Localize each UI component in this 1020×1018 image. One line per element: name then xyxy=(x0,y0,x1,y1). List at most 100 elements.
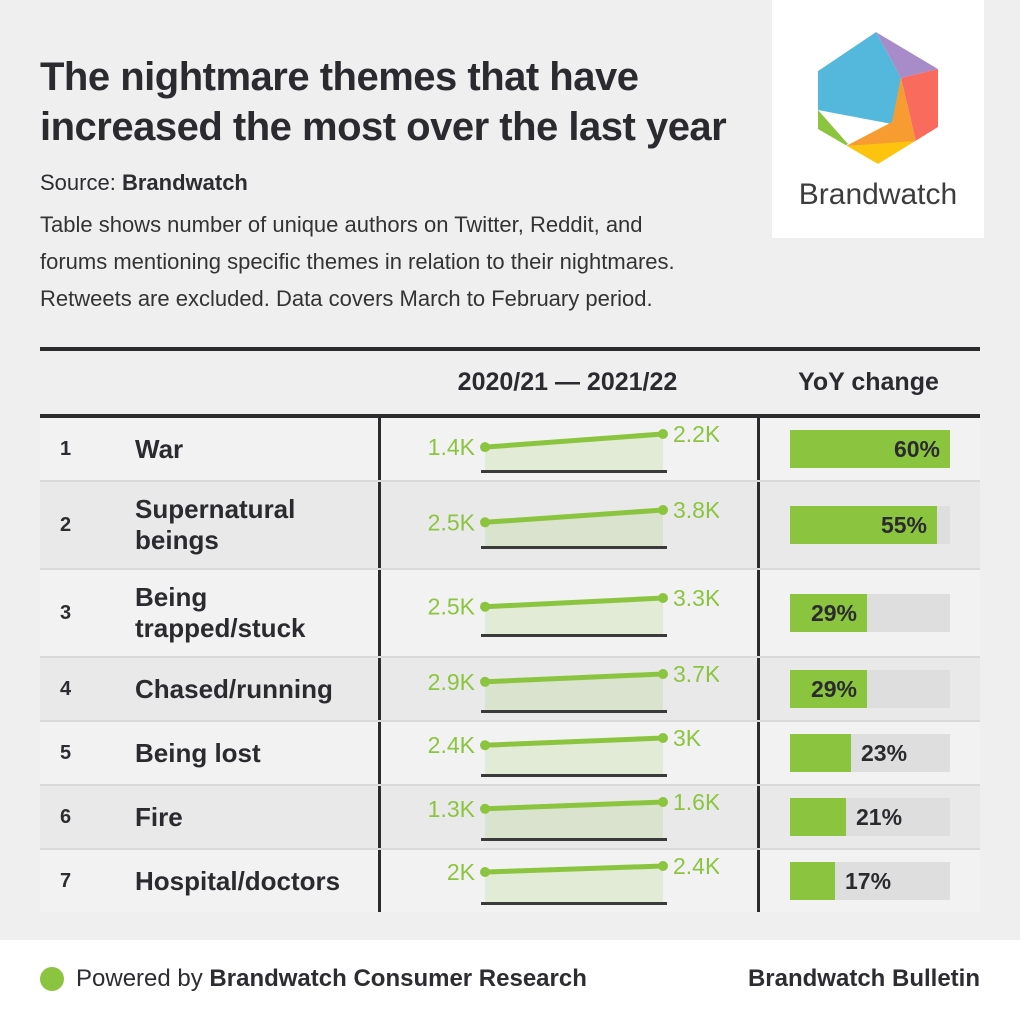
start-dot-icon xyxy=(480,740,490,751)
desc-line-2: forums mentioning specific themes in rel… xyxy=(40,249,675,274)
end-value-label: 3K xyxy=(673,725,702,751)
theme-name: Being lost xyxy=(135,737,261,768)
trend-sparkline: 1.4K 2.2K xyxy=(378,418,757,480)
sparkline-chart: 1.4K 2.2K xyxy=(428,421,719,473)
yoy-bar-track: 29% xyxy=(790,594,950,632)
end-dot-icon xyxy=(658,861,668,871)
trend-sparkline: 2.5K 3.3K xyxy=(378,570,757,656)
yoy-percentage-label: 23% xyxy=(861,740,908,766)
theme-name: Supernatural beings xyxy=(135,494,296,555)
powered-by-text: Powered by Brandwatch Consumer Research xyxy=(76,965,587,993)
sparkline-line xyxy=(484,431,664,450)
sparkline-area xyxy=(485,434,663,470)
period-column-header: 2020/21 — 2021/22 xyxy=(457,368,678,396)
table-row: 6 Fire 1.3K 1.6K 21% xyxy=(40,784,980,848)
sparkline-line xyxy=(484,507,664,525)
start-value-label: 2K xyxy=(447,859,476,885)
sparkline-line xyxy=(484,863,664,875)
table-top-rule xyxy=(40,347,980,351)
start-dot-icon xyxy=(480,867,490,877)
yoy-bar-track: 60% xyxy=(790,430,950,468)
table-row: 3 Being trapped/stuck 2.5K 3.3K 29% xyxy=(40,568,980,656)
sparkline-area xyxy=(485,802,663,838)
yoy-bar-fill xyxy=(790,430,950,468)
sparkline-chart: 2K 2.4K xyxy=(447,853,719,905)
sparkline-line xyxy=(484,595,664,610)
trend-sparkline: 1.3K 1.6K xyxy=(378,786,757,848)
end-value-label: 2.4K xyxy=(673,853,719,879)
title-line-1: The nightmare themes that have xyxy=(40,55,639,99)
sparkline-chart: 1.3K 1.6K xyxy=(428,789,719,841)
yoy-percentage-label: 29% xyxy=(810,600,857,626)
source-name: Brandwatch xyxy=(121,170,248,195)
theme-name: Chased/running xyxy=(135,673,333,704)
powered-by: Powered by Brandwatch Consumer Research xyxy=(40,965,587,993)
yoy-bar-fill xyxy=(790,670,867,708)
sparkline-area xyxy=(485,510,663,546)
end-value-label: 3.8K xyxy=(673,497,719,523)
sparkline-line xyxy=(484,799,664,812)
yoy-cell: 21% xyxy=(757,786,980,848)
start-value-label: 2.5K xyxy=(428,509,476,535)
table-header-rule xyxy=(40,414,980,418)
table-header-row: 2020/21 — 2021/22 YoY change xyxy=(40,351,980,414)
yoy-bar-fill xyxy=(790,798,846,836)
sparkline-line xyxy=(484,735,664,748)
description-text: Table shows number of unique authors on … xyxy=(40,206,1020,317)
table-body: 1 War 1.4K 2.2K 60% 2 Supernatural being… xyxy=(40,418,980,912)
yoy-cell: 23% xyxy=(757,722,980,784)
start-dot-icon xyxy=(480,442,490,453)
sparkline-area xyxy=(485,738,663,774)
start-value-label: 1.3K xyxy=(428,796,476,822)
page-title: The nightmare themes that have increased … xyxy=(40,52,1020,152)
powered-by-brand: Brandwatch Consumer Research xyxy=(209,965,587,992)
theme-name: War xyxy=(135,433,184,464)
yoy-bar-fill xyxy=(790,862,835,900)
trend-sparkline: 2.4K 3K xyxy=(378,722,757,784)
source-line: Source: Brandwatch xyxy=(40,170,1020,196)
header-section: The nightmare themes that have increased … xyxy=(0,0,1020,317)
yoy-cell: 29% xyxy=(757,570,980,656)
rank-number: 1 xyxy=(60,437,72,460)
theme-name: Fire xyxy=(135,801,183,832)
end-dot-icon xyxy=(658,429,668,439)
end-value-label: 3.7K xyxy=(673,661,719,687)
yoy-bar-track: 21% xyxy=(790,798,950,836)
end-dot-icon xyxy=(658,733,668,743)
yoy-column-header: YoY change xyxy=(798,368,939,396)
start-value-label: 2.9K xyxy=(428,669,476,695)
rank-number: 6 xyxy=(60,805,72,828)
trend-sparkline: 2.9K 3.7K xyxy=(378,658,757,720)
yoy-percentage-label: 29% xyxy=(810,676,857,702)
trend-sparkline: 2K 2.4K xyxy=(378,850,757,912)
desc-line-3: Retweets are excluded. Data covers March… xyxy=(40,286,653,311)
yoy-cell: 60% xyxy=(757,418,980,480)
yoy-percentage-label: 17% xyxy=(845,868,892,894)
yoy-bar-fill xyxy=(790,594,867,632)
theme-name: Hospital/doctors xyxy=(135,865,341,896)
footer-bar: Powered by Brandwatch Consumer Research … xyxy=(0,940,1020,1018)
source-prefix: Source: xyxy=(40,170,116,195)
start-dot-icon xyxy=(480,517,490,528)
trend-sparkline: 2.5K 3.8K xyxy=(378,482,757,568)
yoy-bar-track: 29% xyxy=(790,670,950,708)
start-dot-icon xyxy=(480,601,490,612)
yoy-percentage-label: 21% xyxy=(856,804,903,830)
green-dot-icon xyxy=(40,967,64,991)
start-value-label: 1.4K xyxy=(428,434,476,460)
end-dot-icon xyxy=(658,669,668,679)
yoy-cell: 55% xyxy=(757,482,980,568)
rank-number: 2 xyxy=(60,513,72,536)
start-dot-icon xyxy=(480,803,490,814)
sparkline-area xyxy=(485,866,663,902)
table-row: 4 Chased/running 2.9K 3.7K 29% xyxy=(40,656,980,720)
yoy-bar-fill xyxy=(790,734,851,772)
yoy-cell: 17% xyxy=(757,850,980,912)
rank-number: 5 xyxy=(60,741,72,764)
yoy-bar-fill xyxy=(790,506,937,544)
sparkline-chart: 2.5K 3.3K xyxy=(428,585,719,637)
powered-by-prefix: Powered by xyxy=(76,965,203,992)
bulletin-label: Brandwatch Bulletin xyxy=(747,965,980,992)
rank-number: 3 xyxy=(60,601,72,624)
